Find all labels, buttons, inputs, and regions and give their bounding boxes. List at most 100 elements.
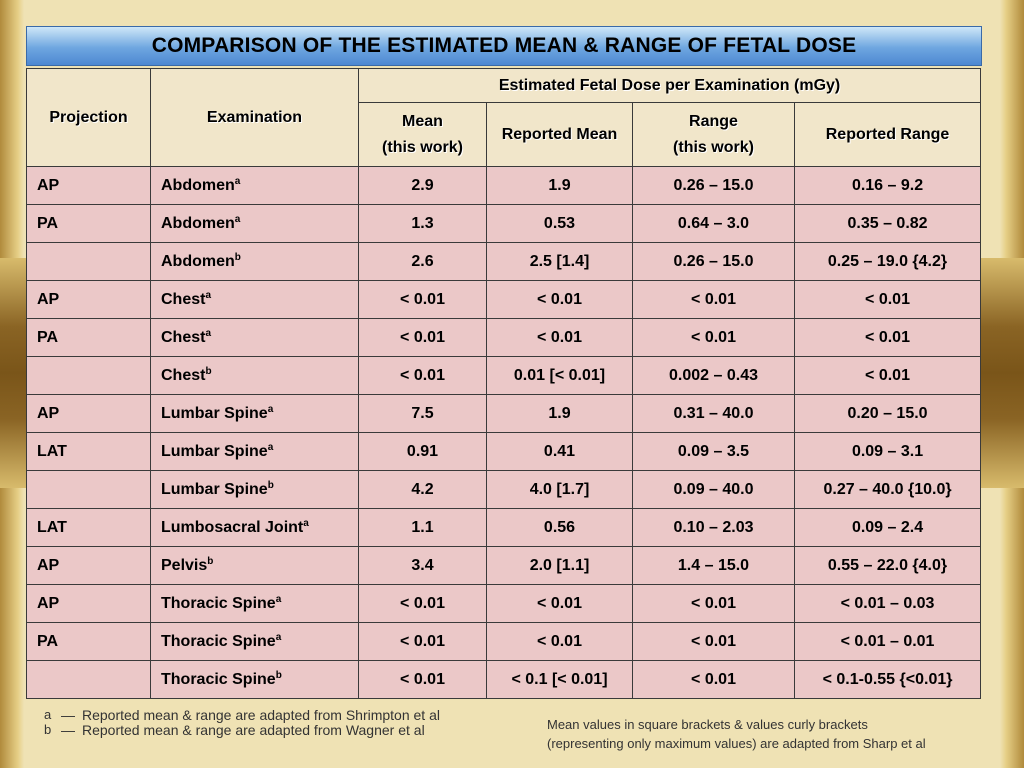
cell-mean: 1.3 xyxy=(358,204,487,243)
examination-label: Abdomen xyxy=(161,253,235,270)
cell-mean: < 0.01 xyxy=(358,660,487,699)
cell-reported-range: 0.09 – 2.4 xyxy=(793,508,982,547)
examination-label: Lumbar Spine xyxy=(161,405,268,422)
footnote-marker: a xyxy=(234,214,241,225)
table-body: AP Abdomena 2.9 1.9 0.26 – 15.0 0.16 – 9.2 PA A… xyxy=(26,166,982,699)
cell-mean: < 0.01 xyxy=(358,356,487,395)
cell-examination: Pelvisb xyxy=(150,546,359,585)
cell-projection: PA xyxy=(26,204,151,243)
cell-mean: 7.5 xyxy=(358,394,487,433)
cell-projection xyxy=(26,470,151,509)
cell-mean: < 0.01 xyxy=(358,622,487,661)
cell-mean: 3.4 xyxy=(358,546,487,585)
footnote-marker: a xyxy=(234,176,241,187)
cell-mean: 4.2 xyxy=(358,470,487,509)
cell-examination: Abdomenb xyxy=(150,242,359,281)
cell-projection xyxy=(26,242,151,281)
table-row: PA Abdomena 1.3 0.53 0.64 – 3.0 0.35 – 0.82 xyxy=(26,204,982,243)
header-reported-mean: Reported Mean xyxy=(486,102,633,167)
cell-range: 0.64 – 3.0 xyxy=(632,204,795,243)
footnote-a-dash: — xyxy=(61,706,75,723)
footnote-a-mark: a xyxy=(44,707,52,722)
examination-label: Chest xyxy=(161,291,206,308)
table-row: AP Chesta < 0.01 < 0.01 < 0.01 < 0.01 xyxy=(26,280,982,319)
examination-label: Chest xyxy=(161,367,206,384)
cell-mean: < 0.01 xyxy=(358,584,487,623)
cell-range: 0.31 – 40.0 xyxy=(632,394,795,433)
cell-projection: AP xyxy=(26,280,151,319)
footnote-b: b — Reported mean & range are adapted fr… xyxy=(44,721,440,738)
cell-reported-mean: 0.41 xyxy=(486,432,633,471)
cell-reported-range: < 0.01 xyxy=(793,318,982,357)
table-row: PA Thoracic Spinea < 0.01 < 0.01 < 0.01 < 0.0… xyxy=(26,622,982,661)
cell-reported-mean: 0.56 xyxy=(486,508,633,547)
cell-reported-range: < 0.01 – 0.03 xyxy=(793,584,982,623)
header-mean-line2: (this work) xyxy=(382,138,463,156)
cell-range: 0.10 – 2.03 xyxy=(632,508,795,547)
cell-examination: Chestb xyxy=(150,356,359,395)
examination-label: Abdomen xyxy=(161,215,235,232)
cell-reported-range: 0.09 – 3.1 xyxy=(793,432,982,471)
header-range-line2: (this work) xyxy=(673,138,754,156)
cell-range: 0.002 – 0.43 xyxy=(632,356,795,395)
cell-range: 1.4 – 15.0 xyxy=(632,546,795,585)
cell-range: 0.09 – 3.5 xyxy=(632,432,795,471)
examination-label: Abdomen xyxy=(161,177,235,194)
cell-examination: Lumbosacral Jointa xyxy=(150,508,359,547)
cell-projection xyxy=(26,356,151,395)
cell-examination: Thoracic Spinea xyxy=(150,622,359,661)
table-row: Abdomenb 2.6 2.5 [1.4] 0.26 – 15.0 0.25 – 19… xyxy=(26,242,982,281)
footnote-marker: b xyxy=(275,670,282,681)
footnote-marker: a xyxy=(275,594,282,605)
header-mean: Mean (this work) xyxy=(358,102,487,167)
table-row: AP Pelvisb 3.4 2.0 [1.1] 1.4 – 15.0 0.55 – 22… xyxy=(26,546,982,585)
cell-reported-range: < 0.01 xyxy=(793,356,982,395)
cell-reported-range: 0.35 – 0.82 xyxy=(793,204,982,243)
cell-projection: AP xyxy=(26,394,151,433)
table-row: Thoracic Spineb < 0.01 < 0.1 [< 0.01] < 0.0… xyxy=(26,660,982,699)
table-row: AP Thoracic Spinea < 0.01 < 0.01 < 0.01 < 0.0… xyxy=(26,584,982,623)
cell-reported-range: < 0.01 – 0.01 xyxy=(793,622,982,661)
cell-reported-range: 0.20 – 15.0 xyxy=(793,394,982,433)
header-projection: Projection xyxy=(26,68,151,167)
cell-examination: Chesta xyxy=(150,318,359,357)
cell-reported-mean: 1.9 xyxy=(486,166,633,205)
examination-label: Thoracic Spine xyxy=(161,633,276,650)
cell-reported-range: 0.55 – 22.0 {4.0} xyxy=(793,546,982,585)
cell-projection: AP xyxy=(26,166,151,205)
table-row: LAT Lumbar Spinea 0.91 0.41 0.09 – 3.5 0.09 –… xyxy=(26,432,982,471)
footnote-a: a — Reported mean & range are adapted fr… xyxy=(44,706,440,723)
page-title: COMPARISON OF THE ESTIMATED MEAN & RANGE… xyxy=(151,34,857,57)
cell-reported-mean: 2.5 [1.4] xyxy=(486,242,633,281)
footnote-a-text: Reported mean & range are adapted from S… xyxy=(82,706,440,723)
cell-mean: < 0.01 xyxy=(358,280,487,319)
cell-mean: < 0.01 xyxy=(358,318,487,357)
cell-reported-mean: 0.01 [< 0.01] xyxy=(486,356,633,395)
examination-label: Thoracic Spine xyxy=(161,595,276,612)
cell-reported-mean: 0.53 xyxy=(486,204,633,243)
cell-projection xyxy=(26,660,151,699)
table-row: Lumbar Spineb 4.2 4.0 [1.7] 0.09 – 40.0 0.27… xyxy=(26,470,982,509)
cell-reported-mean: < 0.01 xyxy=(486,318,633,357)
cell-reported-mean: 1.9 xyxy=(486,394,633,433)
cell-range: < 0.01 xyxy=(632,280,795,319)
header-range-line1: Range xyxy=(689,112,738,130)
cell-examination: Thoracic Spineb xyxy=(150,660,359,699)
footnote-sharp-line1: Mean values in square brackets & values … xyxy=(547,717,868,732)
cell-examination: Lumbar Spinea xyxy=(150,432,359,471)
examination-label: Chest xyxy=(161,329,206,346)
cell-mean: 0.91 xyxy=(358,432,487,471)
footnote-marker: a xyxy=(267,404,274,415)
footnote-b-mark: b xyxy=(44,722,52,737)
cell-mean: 2.9 xyxy=(358,166,487,205)
cell-projection: PA xyxy=(26,318,151,357)
header-examination: Examination xyxy=(150,68,359,167)
cell-range: < 0.01 xyxy=(632,660,795,699)
cell-range: < 0.01 xyxy=(632,318,795,357)
cell-examination: Abdomena xyxy=(150,166,359,205)
cell-reported-mean: < 0.1 [< 0.01] xyxy=(486,660,633,699)
footnote-marker: b xyxy=(207,556,214,567)
footnote-b-text: Reported mean & range are adapted from W… xyxy=(82,721,425,738)
header-estimated-dose-group: Estimated Fetal Dose per Examination (mG… xyxy=(357,68,982,103)
footnote-marker: b xyxy=(205,366,212,377)
